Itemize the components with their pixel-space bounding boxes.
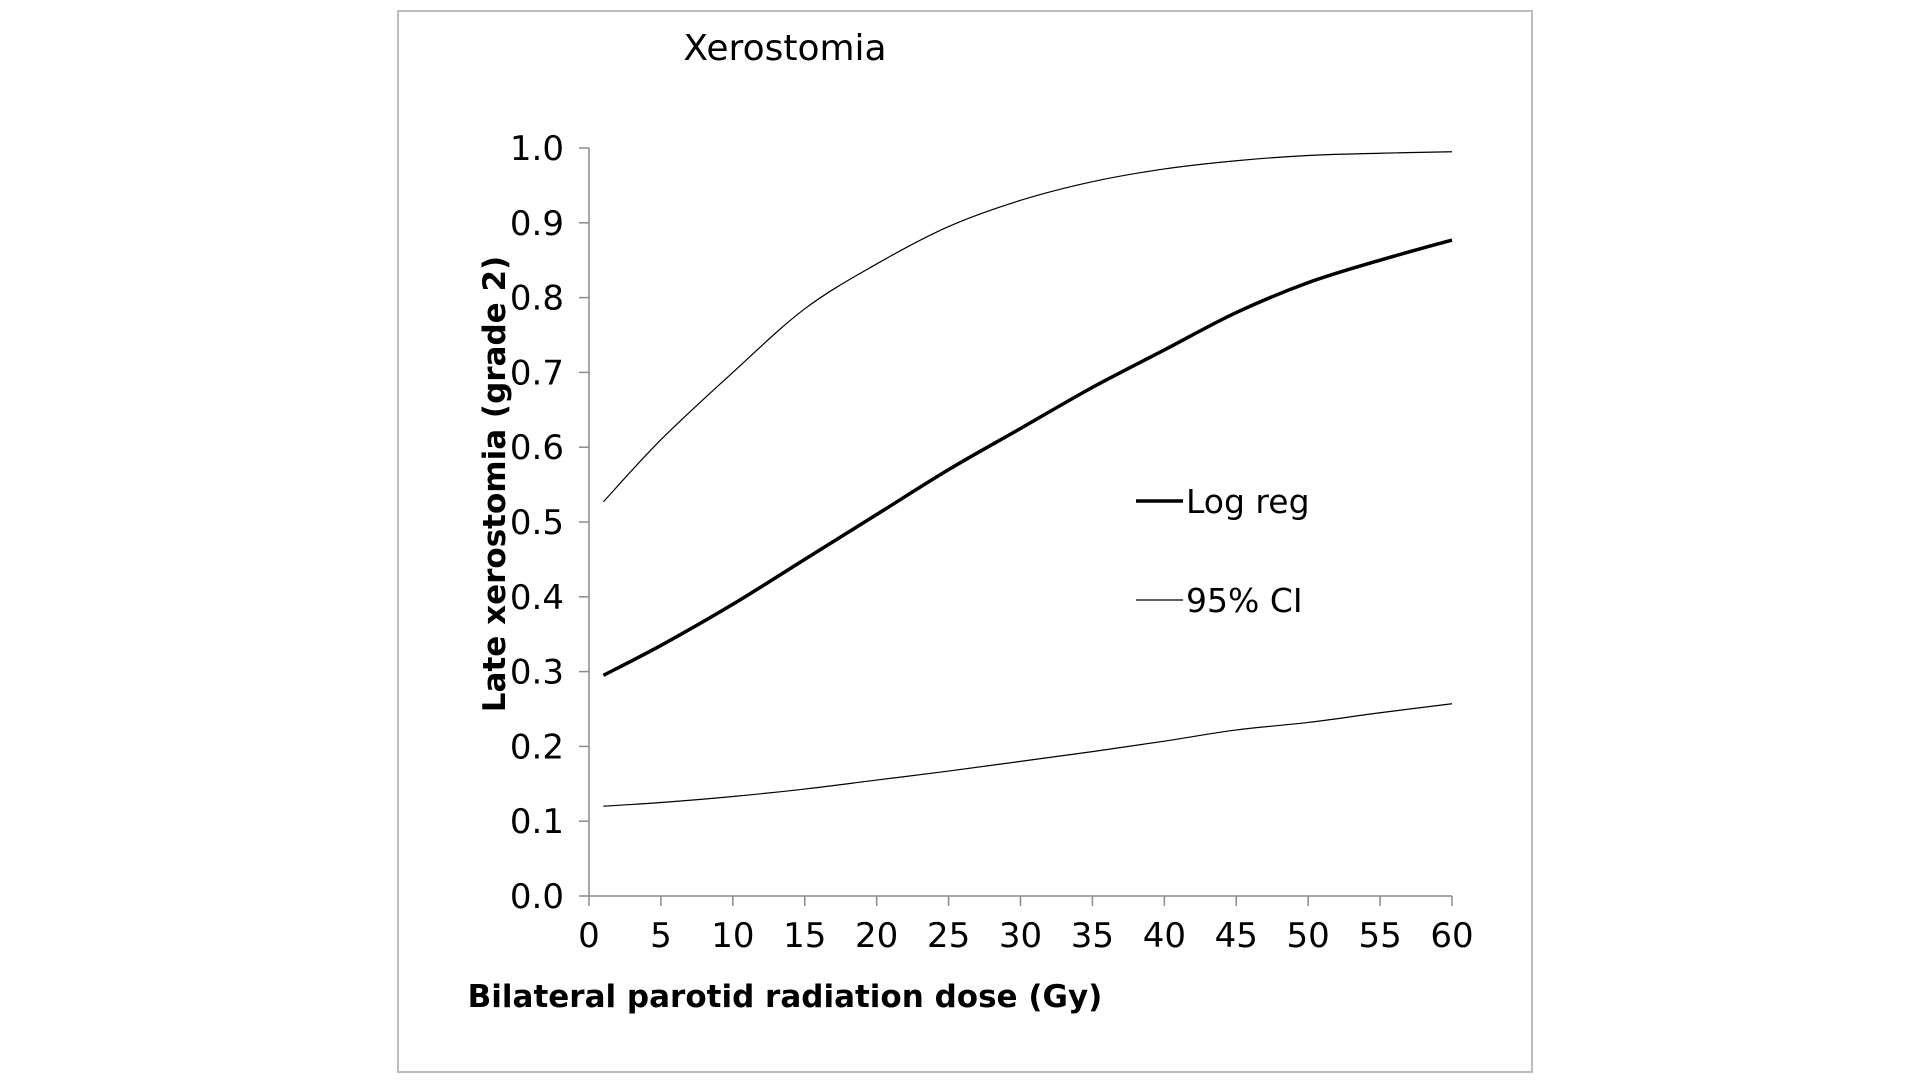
x-tick-label: 15 [783,916,826,956]
x-tick-label: 20 [855,916,898,956]
x-tick-label: 30 [999,916,1042,956]
y-tick-label: 1.0 [510,129,564,169]
y-tick-group: 0.0 0.1 0.2 0.3 0.4 0.5 0.6 0.7 0.8 0.9 1.0 [510,129,589,917]
y-axis-title: Late xerostomia (grade 2) [477,256,513,712]
y-tick-label: 0.8 [510,279,564,319]
series-line-ci-lower [603,703,1453,807]
y-tick-label: 0.2 [510,727,564,767]
x-tick-label: 35 [1071,916,1114,956]
y-tick-label: 0.0 [510,877,564,917]
y-tick-label: 0.1 [510,802,564,842]
chart-panel: Xerostomia Late xerostomia (grade 2) Bil… [397,10,1533,1073]
x-tick-group: 0 5 10 15 20 25 30 35 40 45 50 55 60 [578,896,1474,956]
x-tick-label: 55 [1358,916,1401,956]
legend-label-log-reg: Log reg [1186,482,1310,521]
series-line-ci-upper [602,151,1453,503]
x-tick-label: 60 [1430,916,1473,956]
x-tick-label: 40 [1143,916,1186,956]
y-tick-label: 0.5 [510,503,564,543]
y-tick-label: 0.7 [510,353,564,393]
y-tick-label: 0.4 [510,578,564,618]
x-tick-label: 5 [650,916,672,956]
series-group [602,151,1453,807]
y-tick-label: 0.3 [510,653,564,693]
x-tick-label: 10 [711,916,754,956]
x-axis-title: Bilateral parotid radiation dose (Gy) [468,979,1103,1015]
chart-svg: Xerostomia Late xerostomia (grade 2) Bil… [468,28,1474,1015]
x-tick-label: 45 [1215,916,1258,956]
legend: Log reg 95% CI [1136,482,1310,620]
x-tick-label: 0 [578,916,600,956]
series-line-log-reg [602,238,1453,677]
y-tick-label: 0.9 [510,204,564,244]
y-tick-label: 0.6 [510,428,564,468]
chart-title: Xerostomia [683,28,886,69]
x-tick-label: 25 [927,916,970,956]
legend-label-ci: 95% CI [1186,581,1303,620]
x-tick-label: 50 [1287,916,1330,956]
